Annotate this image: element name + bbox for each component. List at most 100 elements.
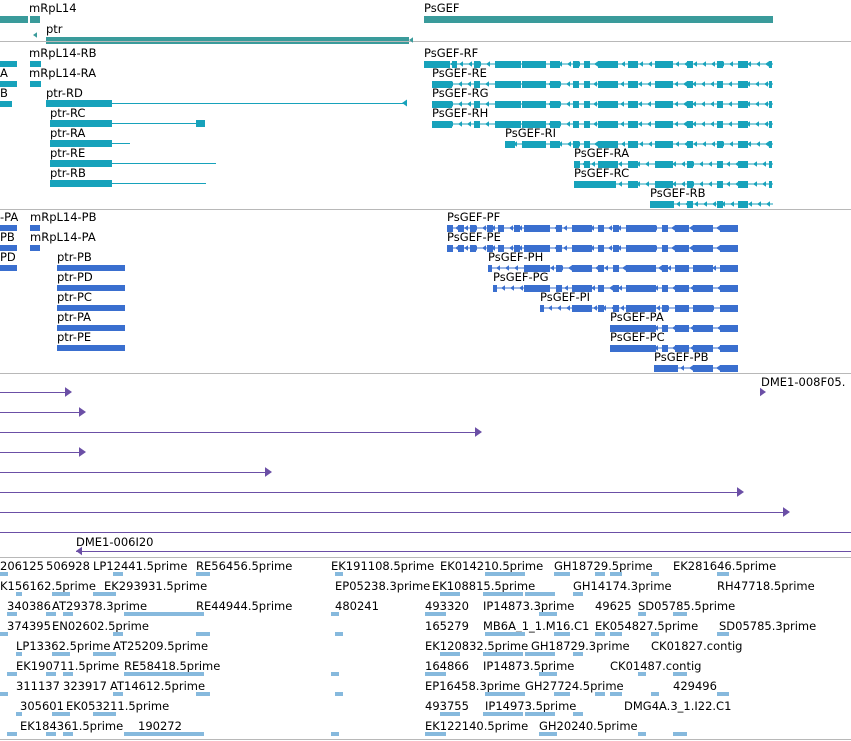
- transcript-feature[interactable]: [196, 120, 205, 127]
- protein-psgef-ph-exon[interactable]: [693, 265, 713, 272]
- protein-psgef-pf-exon[interactable]: [458, 225, 464, 232]
- transcript-psgef-re-exon[interactable]: [738, 81, 748, 88]
- transcript-psgef-ri-exon[interactable]: [769, 141, 772, 148]
- est-feature[interactable]: [539, 732, 557, 736]
- protein-psgef-pb-exon[interactable]: [693, 365, 713, 372]
- transcript-psgef-rc-exon[interactable]: [628, 181, 638, 188]
- est-feature[interactable]: [485, 692, 525, 696]
- est-feature[interactable]: [673, 732, 687, 736]
- protein-feature[interactable]: [0, 245, 17, 251]
- est-feature[interactable]: [485, 632, 525, 636]
- est-feature[interactable]: [432, 732, 446, 736]
- est-feature[interactable]: [335, 572, 343, 576]
- transcript-psgef-rf-exon[interactable]: [598, 61, 618, 68]
- est-feature[interactable]: [0, 572, 8, 576]
- clone-feature[interactable]: [0, 452, 80, 453]
- transcript-psgef-rf-exon[interactable]: [769, 61, 772, 68]
- transcript-psgef-ri-exon[interactable]: [505, 141, 515, 148]
- est-feature[interactable]: [335, 632, 343, 636]
- transcript-feature[interactable]: [0, 61, 17, 67]
- est-feature[interactable]: [16, 712, 22, 716]
- est-feature[interactable]: [113, 632, 123, 636]
- est-feature[interactable]: [124, 732, 204, 736]
- est-feature[interactable]: [104, 712, 116, 716]
- protein-psgef-pe-exon[interactable]: [514, 245, 520, 252]
- protein-psgef-pf-exon[interactable]: [514, 225, 520, 232]
- est-feature[interactable]: [93, 712, 105, 716]
- est-feature[interactable]: [440, 712, 460, 716]
- est-feature[interactable]: [539, 612, 557, 616]
- clone-feature[interactable]: [0, 512, 784, 513]
- est-feature[interactable]: [93, 592, 105, 596]
- est-feature[interactable]: [52, 652, 70, 656]
- protein-psgef-pe-exon[interactable]: [487, 245, 493, 252]
- est-feature[interactable]: [651, 572, 659, 576]
- transcript-psgef-rf-exon[interactable]: [717, 61, 723, 68]
- transcript-psgef-ri-exon[interactable]: [687, 141, 693, 148]
- est-feature[interactable]: [196, 692, 204, 696]
- protein-psgef-pe-exon[interactable]: [470, 245, 476, 252]
- est-feature[interactable]: [638, 672, 646, 676]
- transcript-psgef-rg-exon[interactable]: [598, 101, 618, 108]
- est-feature[interactable]: [432, 672, 446, 676]
- protein-psgef-pe-exon[interactable]: [626, 245, 656, 252]
- transcript-psgef-ri-exon[interactable]: [573, 141, 579, 148]
- protein-psgef-pf-exon[interactable]: [470, 225, 476, 232]
- est-feature[interactable]: [595, 572, 605, 576]
- protein-psgef-pi-exon[interactable]: [675, 305, 689, 312]
- protein-psgef-pe-exon[interactable]: [556, 245, 562, 252]
- est-feature[interactable]: [432, 612, 446, 616]
- est-feature[interactable]: [196, 632, 204, 636]
- est-feature[interactable]: [554, 692, 570, 696]
- gene-feature-mrpl14-tail[interactable]: [30, 16, 40, 23]
- protein-psgef-pf-exon[interactable]: [556, 225, 562, 232]
- est-feature[interactable]: [573, 592, 583, 596]
- est-feature[interactable]: [525, 712, 555, 716]
- transcript-psgef-rh-exon[interactable]: [655, 121, 673, 128]
- est-feature[interactable]: [63, 672, 73, 676]
- transcript-psgef-re-exon[interactable]: [495, 81, 521, 88]
- transcript-psgef-rb-exon[interactable]: [687, 201, 693, 208]
- protein-psgef-pi-exon[interactable]: [572, 305, 592, 312]
- protein-feature[interactable]: [57, 305, 125, 311]
- transcript-feature[interactable]: [0, 101, 12, 107]
- protein-feature[interactable]: [30, 225, 40, 231]
- transcript-psgef-rf-exon[interactable]: [687, 61, 693, 68]
- transcript-psgef-ra-exon[interactable]: [687, 161, 693, 168]
- protein-feature[interactable]: [0, 225, 17, 231]
- protein-psgef-pf-exon[interactable]: [447, 225, 453, 232]
- transcript-psgef-ri-exon[interactable]: [717, 141, 723, 148]
- est-feature[interactable]: [124, 672, 204, 676]
- protein-psgef-pg-exon[interactable]: [493, 285, 497, 292]
- est-feature[interactable]: [335, 692, 343, 696]
- gene-feature-ptr[interactable]: [46, 37, 409, 44]
- transcript-psgef-ri-exon[interactable]: [550, 141, 560, 148]
- transcript-feature[interactable]: [30, 61, 41, 67]
- est-feature[interactable]: [717, 572, 729, 576]
- protein-psgef-pe-exon[interactable]: [447, 245, 453, 252]
- est-feature[interactable]: [717, 632, 729, 636]
- protein-psgef-pi-exon[interactable]: [662, 305, 668, 312]
- transcript-feature[interactable]: [50, 160, 112, 167]
- est-feature[interactable]: [651, 632, 659, 636]
- est-feature[interactable]: [673, 672, 687, 676]
- transcript-psgef-rf-exon[interactable]: [573, 61, 579, 68]
- protein-psgef-ph-exon[interactable]: [556, 265, 562, 272]
- transcript-psgef-rg-exon[interactable]: [738, 101, 748, 108]
- est-feature[interactable]: [52, 592, 70, 596]
- transcript-psgef-rf-exon[interactable]: [452, 61, 457, 68]
- est-feature[interactable]: [595, 692, 605, 696]
- est-feature[interactable]: [638, 612, 646, 616]
- transcript-psgef-rf-exon[interactable]: [655, 61, 673, 68]
- transcript-psgef-rg-exon[interactable]: [495, 101, 521, 108]
- transcript-psgef-re-exon[interactable]: [769, 81, 772, 88]
- protein-psgef-ph-exon[interactable]: [662, 265, 668, 272]
- est-feature[interactable]: [93, 652, 105, 656]
- protein-psgef-pi-exon[interactable]: [540, 305, 544, 312]
- transcript-psgef-ra-exon[interactable]: [598, 161, 618, 168]
- protein-feature[interactable]: [57, 285, 125, 291]
- transcript-psgef-rf-exon[interactable]: [424, 61, 450, 68]
- protein-psgef-ph-exon[interactable]: [720, 265, 738, 272]
- transcript-feature[interactable]: [46, 100, 112, 107]
- protein-psgef-pg-exon[interactable]: [572, 285, 592, 292]
